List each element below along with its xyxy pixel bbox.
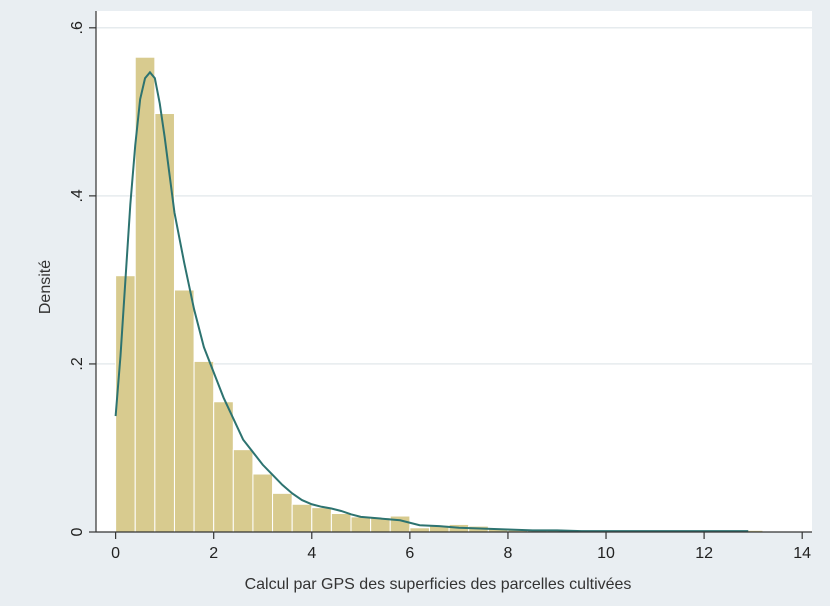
histogram-bar xyxy=(389,515,411,533)
kernel-density-curve xyxy=(114,70,749,533)
histogram-bar xyxy=(252,473,274,533)
histogram-bar xyxy=(213,401,234,533)
y-tick-label: .4 xyxy=(69,189,86,202)
histogram-bar xyxy=(134,56,156,533)
y-tick-label: .2 xyxy=(69,357,86,370)
histogram-bar xyxy=(409,527,430,533)
x-axis-title: Calcul par GPS des superficies des parce… xyxy=(245,576,632,593)
y-axis-title: Densité xyxy=(37,260,54,314)
histogram-bar xyxy=(291,503,313,533)
histogram-bar xyxy=(173,289,195,533)
histogram-bar xyxy=(154,113,175,533)
histogram-bar xyxy=(272,492,293,533)
gridlines xyxy=(96,27,812,365)
x-axis-ticks: 0 2 4 6 8 10 12 14 xyxy=(111,532,811,562)
x-tick-label: 10 xyxy=(597,545,615,562)
histogram-bar xyxy=(350,516,372,533)
x-tick-label: 8 xyxy=(503,545,512,562)
histogram-bar xyxy=(193,360,215,533)
x-tick-label: 0 xyxy=(111,545,120,562)
y-tick-label: 0 xyxy=(69,527,86,536)
histogram-bar xyxy=(232,449,254,533)
histogram-bars xyxy=(115,56,764,533)
histogram-bar xyxy=(330,513,352,533)
x-tick-label: 2 xyxy=(209,545,218,562)
histogram-bar xyxy=(115,275,136,533)
x-tick-label: 4 xyxy=(307,545,316,562)
x-tick-label: 14 xyxy=(793,545,811,562)
x-tick-label: 6 xyxy=(405,545,414,562)
y-axis-ticks: 0 .2 .4 .6 xyxy=(69,21,96,536)
y-tick-label: .6 xyxy=(69,21,86,34)
x-tick-label: 12 xyxy=(695,545,713,562)
histogram-bar xyxy=(311,507,332,533)
